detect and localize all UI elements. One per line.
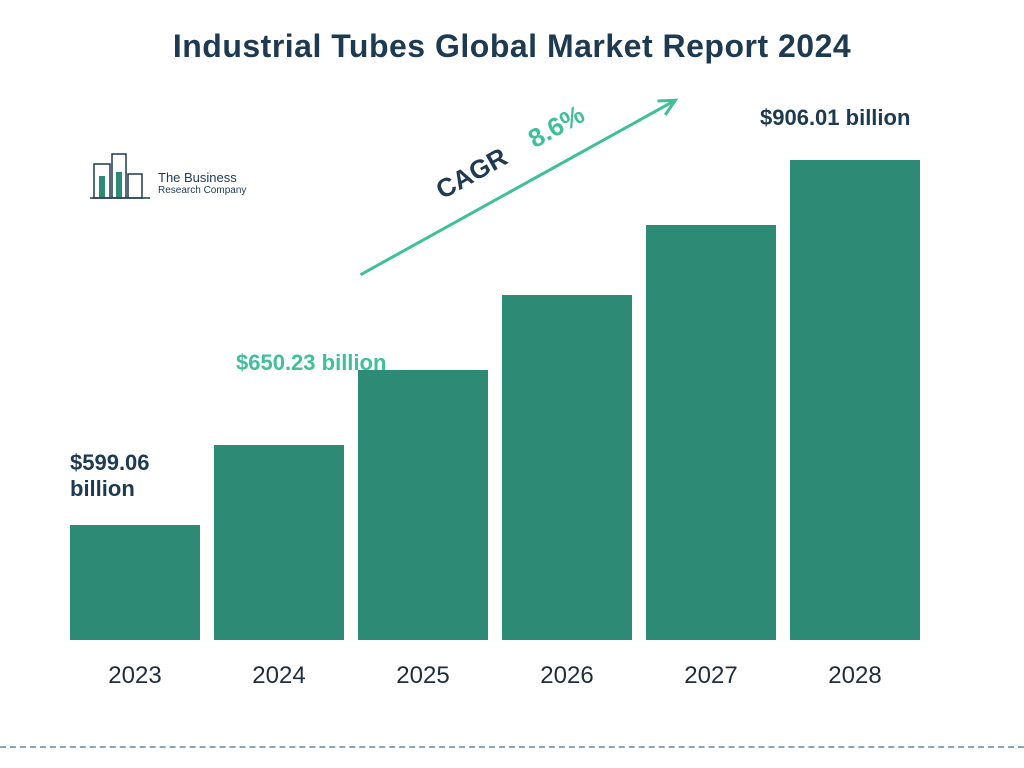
x-axis: 2023 2024 2025 2026 2027 2028 [70, 650, 920, 690]
xlabel-5: 2028 [790, 650, 920, 690]
xlabel-1: 2024 [214, 650, 344, 690]
xlabel-3: 2026 [502, 650, 632, 690]
footer-divider [0, 746, 1024, 748]
bar-2024 [214, 445, 344, 640]
bar-2023 [70, 525, 200, 640]
callout-last-value: $906.01 billion [760, 105, 960, 131]
bar-2028 [790, 160, 920, 640]
xlabel-2: 2025 [358, 650, 488, 690]
xlabel-4: 2027 [646, 650, 776, 690]
bar-2026 [502, 295, 632, 640]
callout-second-value: $650.23 billion [236, 350, 396, 376]
callout-first-value: $599.06 billion [70, 450, 200, 503]
bar-2025 [358, 370, 488, 640]
bar-2027 [646, 225, 776, 640]
xlabel-0: 2023 [70, 650, 200, 690]
